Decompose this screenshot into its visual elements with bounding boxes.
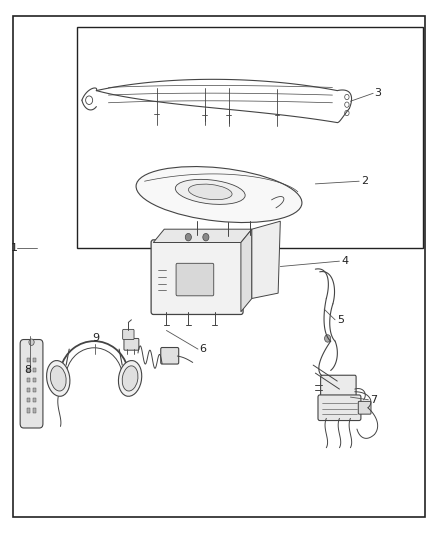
FancyBboxPatch shape bbox=[358, 401, 371, 414]
FancyBboxPatch shape bbox=[318, 395, 361, 421]
Ellipse shape bbox=[136, 167, 302, 222]
Ellipse shape bbox=[118, 360, 142, 397]
FancyBboxPatch shape bbox=[321, 375, 356, 399]
Bar bbox=[33, 358, 36, 362]
Text: 6: 6 bbox=[199, 344, 206, 354]
Bar bbox=[77, 27, 423, 248]
Circle shape bbox=[225, 236, 231, 243]
Polygon shape bbox=[252, 221, 280, 298]
Bar bbox=[27, 408, 30, 413]
Circle shape bbox=[325, 335, 331, 342]
Polygon shape bbox=[241, 229, 252, 312]
Bar bbox=[27, 368, 30, 372]
FancyBboxPatch shape bbox=[176, 263, 214, 296]
Ellipse shape bbox=[50, 366, 66, 391]
Ellipse shape bbox=[175, 180, 245, 204]
Bar bbox=[27, 358, 30, 362]
Bar bbox=[33, 368, 36, 372]
FancyBboxPatch shape bbox=[161, 348, 179, 364]
Bar bbox=[33, 388, 36, 392]
Text: 2: 2 bbox=[361, 176, 368, 186]
Text: 7: 7 bbox=[370, 395, 377, 405]
Text: 1: 1 bbox=[11, 243, 18, 253]
Bar bbox=[27, 398, 30, 402]
Polygon shape bbox=[153, 229, 252, 243]
Bar bbox=[33, 408, 36, 413]
Text: 9: 9 bbox=[92, 334, 99, 343]
Circle shape bbox=[203, 233, 209, 241]
FancyBboxPatch shape bbox=[20, 340, 43, 428]
Bar bbox=[27, 388, 30, 392]
Circle shape bbox=[185, 233, 191, 241]
Text: 3: 3 bbox=[374, 88, 381, 98]
Text: 5: 5 bbox=[337, 315, 344, 325]
FancyBboxPatch shape bbox=[123, 329, 134, 340]
Circle shape bbox=[247, 235, 253, 242]
Bar bbox=[33, 378, 36, 382]
Bar bbox=[27, 378, 30, 382]
Circle shape bbox=[29, 339, 34, 345]
Circle shape bbox=[194, 235, 200, 242]
FancyBboxPatch shape bbox=[151, 240, 243, 314]
FancyBboxPatch shape bbox=[124, 338, 139, 350]
Ellipse shape bbox=[188, 184, 232, 200]
Bar bbox=[33, 398, 36, 402]
Ellipse shape bbox=[122, 366, 138, 391]
Text: 4: 4 bbox=[342, 256, 349, 266]
Text: 8: 8 bbox=[24, 366, 31, 375]
Ellipse shape bbox=[46, 360, 70, 397]
